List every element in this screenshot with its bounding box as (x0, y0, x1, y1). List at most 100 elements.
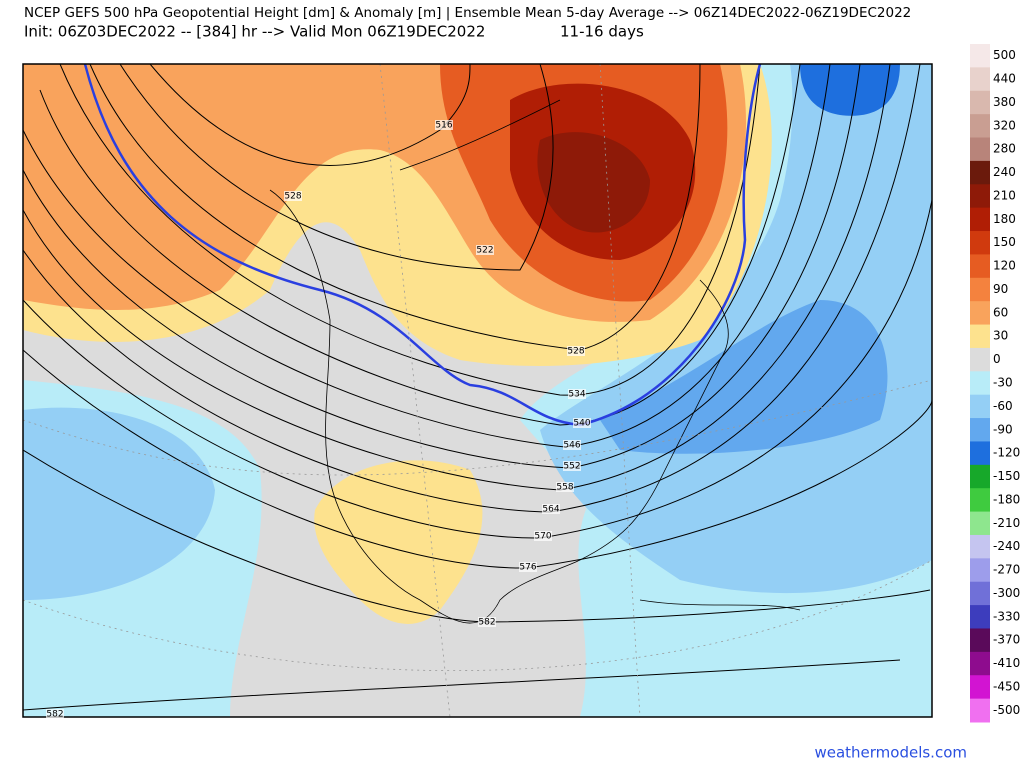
subtitle: Init: 06Z03DEC2022 -- [384] hr --> Valid… (24, 23, 485, 41)
contour-label-bg (573, 418, 591, 428)
colorbar-swatch (970, 605, 990, 629)
contour-label: 528 (284, 192, 301, 202)
colorbar-swatch (970, 394, 990, 419)
anomaly-area (800, 64, 900, 116)
colorbar-label: -90 (993, 422, 1013, 436)
colorbar-label: -210 (993, 516, 1020, 530)
colorbar-label: -410 (993, 656, 1020, 670)
colorbar-swatch (970, 137, 990, 162)
colorbar-swatch (970, 67, 990, 92)
contour-label: 546 (563, 441, 580, 451)
map (23, 64, 932, 717)
contour-label-bg (478, 617, 496, 627)
contour-label-bg (556, 482, 574, 492)
contour-label-bg (542, 504, 560, 514)
colorbar-label: 180 (993, 212, 1016, 226)
colorbar-label: 240 (993, 165, 1016, 179)
contour-label: 540 (573, 419, 590, 429)
colorbar-label: 500 (993, 48, 1016, 62)
colorbar-label: 90 (993, 282, 1008, 296)
colorbar-swatch (970, 558, 990, 583)
colorbar-label: -370 (993, 633, 1020, 647)
period: 11-16 days (560, 23, 644, 41)
colorbar-swatch (970, 581, 990, 606)
colorbar-swatch (970, 160, 990, 185)
colorbar-label: -240 (993, 539, 1020, 553)
footer: weathermodels.com (814, 744, 967, 762)
contour-label-bg (284, 191, 302, 201)
colorbar-swatch (970, 90, 990, 115)
colorbar-swatch (970, 534, 990, 559)
contour-label-bg (563, 461, 581, 471)
colorbar-label: -450 (993, 679, 1020, 693)
contour-label-bg (568, 389, 586, 399)
contour-label-bg (519, 562, 537, 572)
colorbar-swatch (970, 371, 990, 396)
graticule (23, 64, 932, 717)
contour-label-bg (534, 531, 552, 541)
colorbar-swatch (970, 207, 990, 232)
colorbar-label: -120 (993, 446, 1020, 460)
colorbar-label: -330 (993, 609, 1020, 623)
anomaly-area (540, 64, 932, 594)
colorbar-label: 0 (993, 352, 1001, 366)
colorbar-swatch (970, 651, 990, 676)
colorbar-swatch (970, 184, 990, 209)
contour-labels: 516 522 528 528 534 540 546 552 558 564 570 576 582 5… (46, 120, 591, 720)
contour-540 (83, 64, 762, 427)
colorbar-swatch (970, 277, 990, 302)
contour-label: 582 (46, 710, 63, 720)
colorbar-label: 440 (993, 72, 1016, 86)
contour-label: 576 (519, 563, 536, 573)
colorbar-label: 60 (993, 305, 1008, 319)
contour-label-bg (46, 709, 64, 719)
contour-label-bg (435, 120, 453, 130)
contour-label: 552 (563, 462, 580, 472)
colorbar-swatch (970, 628, 990, 653)
colorbar-swatch (970, 347, 990, 372)
colorbar-label: 320 (993, 118, 1016, 132)
map-frame (22, 63, 933, 718)
colorbar-swatch (970, 488, 990, 513)
contour-label-bg (567, 346, 585, 356)
contour-label: 534 (568, 390, 585, 400)
colorbar-swatch (970, 464, 990, 489)
colorbar-label: -180 (993, 492, 1020, 506)
contour-label: 558 (556, 483, 573, 493)
colorbar-swatch (970, 301, 990, 326)
colorbar-label: -30 (993, 376, 1013, 390)
colorbar-label: 120 (993, 259, 1016, 273)
contour-label-bg (563, 440, 581, 450)
contour-label-bg (476, 245, 494, 255)
colorbar-label: -150 (993, 469, 1020, 483)
title: NCEP GEFS 500 hPa Geopotential Height [d… (24, 5, 911, 21)
colorbar-swatch (970, 698, 990, 723)
colorbar-swatch (970, 324, 990, 349)
coastlines (269, 99, 801, 624)
colorbar-swatch (970, 675, 990, 700)
colorbar-label: 150 (993, 235, 1016, 249)
colorbar-swatch (970, 114, 990, 139)
colorbar-label: -300 (993, 586, 1020, 600)
colorbar-label: 30 (993, 329, 1008, 343)
anomaly-area (314, 460, 483, 624)
anomaly-area (600, 300, 888, 454)
colorbar-swatch (970, 441, 990, 466)
colorbar-swatch (970, 231, 990, 255)
colorbar-swatch (970, 418, 990, 442)
contour-label: 582 (478, 618, 495, 628)
contour-label: 564 (542, 505, 559, 515)
colorbar-swatch (970, 511, 990, 536)
contour-label: 522 (476, 246, 493, 256)
colorbar-label: -500 (993, 703, 1020, 717)
colorbar-label: 210 (993, 188, 1016, 202)
colorbar-swatch (970, 254, 990, 279)
anomaly-area (537, 132, 650, 233)
colorbar-label: -60 (993, 399, 1013, 413)
colorbar-swatch (970, 44, 990, 68)
contour-label: 570 (534, 532, 551, 542)
colorbar-label: 380 (993, 95, 1016, 109)
colorbar: 500 440 380 320 280 240 210 180 150 120 90 60 30 0 -30… (970, 44, 1020, 723)
